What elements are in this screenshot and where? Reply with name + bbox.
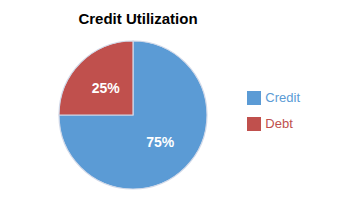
html-text:Credit: Credit	[265, 89, 300, 105]
svg-text:75%: 75%	[146, 134, 175, 150]
svg-text:25%: 25%	[92, 80, 121, 96]
html-text:Debt: Debt	[265, 115, 293, 131]
html-text:Credit Utilization: Credit Utilization	[78, 10, 198, 27]
